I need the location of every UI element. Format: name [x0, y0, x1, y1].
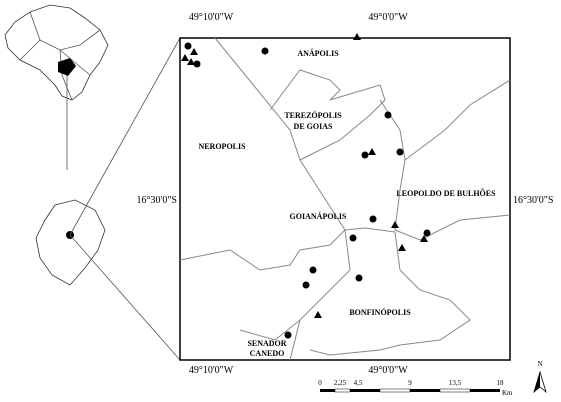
place-label: NEROPOLIS	[198, 142, 246, 151]
north-arrow-half	[534, 372, 540, 392]
goias-inset	[35, 199, 106, 286]
place-label: CANEDO	[250, 349, 285, 358]
coord-label: 16°30'0"S	[137, 195, 177, 206]
scale-label: 18	[497, 379, 505, 387]
coord-label: 16°30'0"S	[513, 195, 553, 206]
scale-bar	[320, 388, 500, 393]
coord-label: 49°0'0"W	[368, 12, 408, 23]
coord-label: 49°10'0"W	[189, 12, 234, 23]
scale-label: 9	[408, 379, 412, 387]
place-label: SENADOR	[247, 339, 286, 348]
scale-label: 2,25	[334, 379, 347, 387]
place-label: TEREZÓPOLIS	[284, 110, 342, 120]
scale-label: 0	[318, 379, 322, 387]
sample-points	[181, 33, 431, 339]
coord-label: 49°10'0"W	[189, 365, 234, 376]
place-label: GOIANÁPOLIS	[290, 211, 347, 221]
brazil-states	[19, 11, 101, 101]
place-label: BONFINÓPOLIS	[349, 307, 411, 317]
place-label: ANÁPOLIS	[297, 48, 339, 58]
goias-highlight	[58, 58, 76, 76]
place-label: DE GOIAS	[294, 122, 333, 131]
scale-label: 4,5	[354, 379, 363, 387]
zoom-line	[69, 37, 181, 236]
zoom-line	[69, 234, 181, 361]
north-label: N	[537, 360, 542, 368]
scale-label: 13,5	[449, 379, 462, 387]
municipal-boundaries	[179, 37, 511, 361]
coord-label: 49°0'0"W	[368, 365, 408, 376]
brazil-inset	[4, 4, 109, 101]
map-frame	[179, 37, 511, 361]
place-label: LEOPOLDO DE BULHÕES	[396, 188, 496, 198]
scale-unit: Km	[502, 389, 513, 397]
